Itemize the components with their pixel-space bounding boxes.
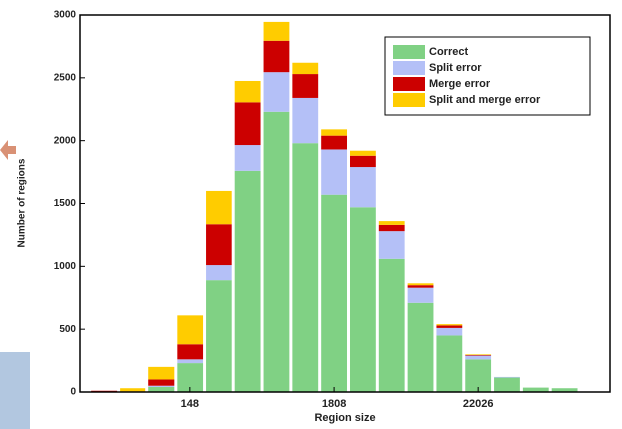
decor-arrow bbox=[0, 140, 16, 160]
bar-segment bbox=[148, 379, 175, 386]
bar-segment bbox=[148, 386, 175, 392]
bar-segment bbox=[378, 258, 405, 392]
legend-label: Merge error bbox=[429, 78, 491, 90]
bar-segment bbox=[120, 388, 146, 392]
bar-segment bbox=[321, 129, 348, 136]
x-tick-label: 148 bbox=[181, 398, 199, 410]
bar-segment bbox=[263, 21, 290, 41]
legend-label: Split error bbox=[429, 62, 482, 74]
bar-segment bbox=[378, 231, 405, 259]
legend-swatch bbox=[393, 61, 425, 75]
bar-segment bbox=[465, 354, 492, 355]
y-tick-label: 2000 bbox=[54, 135, 77, 146]
bar-segment bbox=[206, 224, 232, 266]
bar-segment bbox=[177, 315, 204, 345]
bar-segment bbox=[350, 207, 376, 392]
bar-segment bbox=[206, 190, 232, 225]
bar-segment bbox=[292, 143, 319, 392]
bar-segment bbox=[321, 149, 348, 195]
y-tick-label: 500 bbox=[59, 324, 76, 335]
legend-swatch bbox=[393, 93, 425, 107]
x-tick-label: 22026 bbox=[463, 398, 494, 410]
bar-segment bbox=[263, 111, 290, 392]
bar-segment bbox=[350, 167, 376, 208]
bar-segment bbox=[177, 344, 204, 360]
bar-segment bbox=[263, 40, 290, 73]
bar-segment bbox=[494, 377, 520, 392]
legend-swatch bbox=[393, 77, 425, 91]
bar-segment bbox=[465, 354, 492, 356]
bar-segment bbox=[234, 102, 261, 146]
bar-segment bbox=[407, 283, 434, 286]
bar-segment bbox=[465, 355, 492, 360]
bar-segment bbox=[177, 359, 204, 364]
bar-segment bbox=[234, 80, 261, 103]
bar-segment bbox=[292, 74, 319, 98]
bar-segment bbox=[206, 280, 232, 392]
bar-segment bbox=[407, 287, 434, 303]
bar-segment bbox=[350, 155, 376, 168]
y-tick-label: 1000 bbox=[54, 261, 77, 272]
bar-segment bbox=[321, 135, 348, 150]
bar-segment bbox=[378, 221, 405, 225]
bar-segment bbox=[234, 170, 261, 392]
bar-segment bbox=[292, 97, 319, 144]
bar-segment bbox=[148, 385, 175, 387]
decor-device bbox=[0, 352, 30, 429]
bar-segment bbox=[407, 302, 434, 392]
x-tick-label: 1808 bbox=[322, 398, 346, 410]
bar-segment bbox=[350, 150, 376, 156]
bar-segment bbox=[436, 324, 463, 326]
bar-segment bbox=[263, 72, 290, 112]
y-tick-label: 0 bbox=[70, 387, 76, 398]
y-tick-label: 3000 bbox=[54, 10, 77, 21]
bar-segment bbox=[436, 325, 463, 328]
y-tick-label: 1500 bbox=[54, 198, 77, 209]
legend-label: Split and merge error bbox=[429, 94, 541, 106]
bar-segment bbox=[407, 285, 434, 288]
bar-segment bbox=[148, 366, 175, 380]
bar-segment bbox=[465, 359, 492, 392]
y-tick-label: 2500 bbox=[54, 72, 77, 83]
legend-swatch bbox=[393, 45, 425, 59]
bar-segment bbox=[234, 145, 261, 171]
bar-segment bbox=[436, 335, 463, 392]
bar-segment bbox=[522, 387, 549, 392]
bar-segment bbox=[292, 62, 319, 75]
legend-label: Correct bbox=[429, 46, 468, 58]
bar-segment bbox=[206, 265, 232, 281]
bar-segment bbox=[378, 224, 405, 232]
bar-segment bbox=[436, 327, 463, 336]
bar-segment bbox=[494, 376, 520, 378]
x-axis-label: Region size bbox=[314, 412, 375, 424]
y-axis-label: Number of regions bbox=[17, 158, 28, 247]
bar-segment bbox=[551, 388, 578, 392]
bar-segment bbox=[321, 194, 348, 392]
